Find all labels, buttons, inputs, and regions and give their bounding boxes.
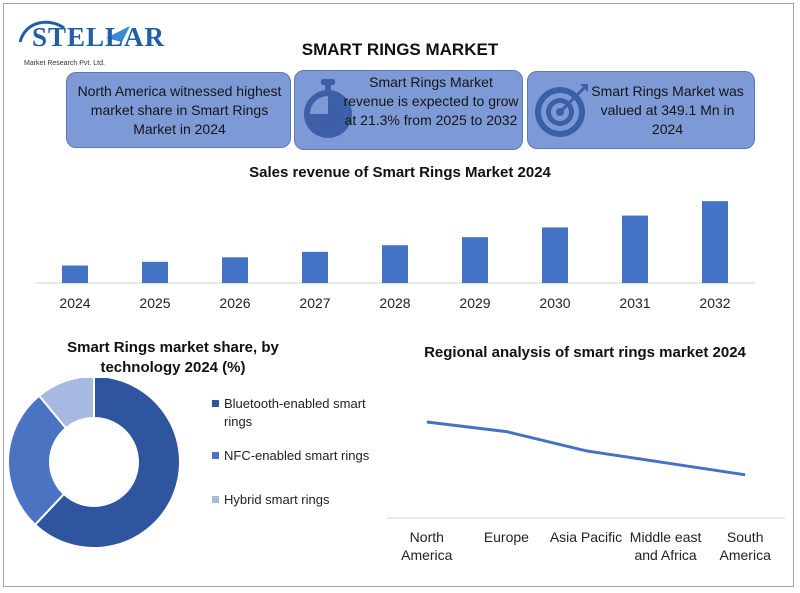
x-tick-label: America	[720, 547, 772, 563]
info-card-text: Smart Rings Market revenue is expected t…	[343, 74, 519, 128]
line-chart-title: Regional analysis of smart rings market …	[424, 344, 746, 361]
x-tick-label: Middle east	[630, 529, 702, 545]
donut-chart	[7, 378, 181, 548]
x-tick-label: 2032	[699, 295, 730, 311]
x-tick-label: 2024	[59, 295, 90, 311]
bar	[622, 215, 648, 283]
logo-swoosh-icon	[18, 20, 130, 43]
series-line	[426, 420, 746, 477]
line-chart: North America Europe Asia Pacific Middle eas…	[387, 420, 785, 563]
x-tick-label: South	[727, 529, 764, 545]
target-icon	[535, 84, 588, 137]
legend-item: NFC-enabled smart rings	[212, 447, 387, 465]
donut-slice	[33, 378, 181, 548]
x-tick-label: North	[410, 529, 444, 545]
legend-swatch	[212, 496, 219, 503]
x-tick-label: 2029	[459, 295, 490, 311]
x-tick-label: and Africa	[634, 547, 696, 563]
x-tick-label: 2031	[619, 295, 650, 311]
info-card-growth: Smart Rings Market revenue is expected t…	[294, 70, 523, 150]
info-card-north-america: North America witnessed highest market s…	[66, 72, 291, 148]
legend-swatch	[212, 452, 219, 459]
bar	[462, 237, 488, 283]
x-tick-label: Asia Pacific	[550, 529, 622, 545]
x-tick-label: 2026	[219, 295, 250, 311]
legend-label: Hybrid smart rings	[224, 492, 330, 507]
x-tick-label: 2028	[379, 295, 410, 311]
bar	[62, 265, 88, 283]
x-tick-label: 2025	[139, 295, 170, 311]
brand-tagline: Market Research Pvt. Ltd.	[24, 60, 105, 67]
bar	[142, 261, 168, 283]
legend-item: Bluetooth-enabled smart rings	[212, 395, 387, 431]
bar	[542, 227, 568, 283]
legend-swatch	[212, 400, 219, 407]
bar	[222, 257, 248, 283]
donut-slice	[37, 378, 95, 430]
x-tick-label: Europe	[484, 529, 529, 545]
donut-chart-title: Smart Rings market share, by technology …	[67, 339, 279, 376]
logo: STELLAR Market Research Pvt. Ltd.	[12, 12, 164, 67]
info-card-text: North America witnessed highest market s…	[77, 83, 282, 137]
bar	[702, 201, 728, 283]
page-title: SMART RINGS MARKET	[301, 40, 499, 59]
bar-chart: 2024 2025 2026 2027 2028 2029 2030 2031 2032	[35, 201, 755, 311]
legend-label: Bluetooth-enabled smart rings	[224, 396, 366, 429]
x-tick-label: 2027	[299, 295, 330, 311]
x-tick-label: 2030	[539, 295, 570, 311]
bar-chart-title: Sales revenue of Smart Rings Market 2024	[249, 164, 551, 181]
legend-label: NFC-enabled smart rings	[224, 448, 370, 463]
info-card-text: Smart Rings Market was valued at 349.1 M…	[591, 83, 744, 137]
donut-legend: Bluetooth-enabled smart rings NFC-enable…	[212, 395, 387, 509]
bar	[302, 251, 328, 283]
infographic-frame	[3, 3, 794, 587]
info-card-valuation: Smart Rings Market was valued at 349.1 M…	[527, 71, 755, 149]
x-tick-label: America	[401, 547, 453, 563]
bar	[382, 245, 408, 283]
legend-item: Hybrid smart rings	[212, 491, 387, 509]
brand-name: STELLAR	[32, 22, 166, 52]
stopwatch-icon	[304, 79, 352, 138]
donut-slice	[7, 394, 68, 527]
